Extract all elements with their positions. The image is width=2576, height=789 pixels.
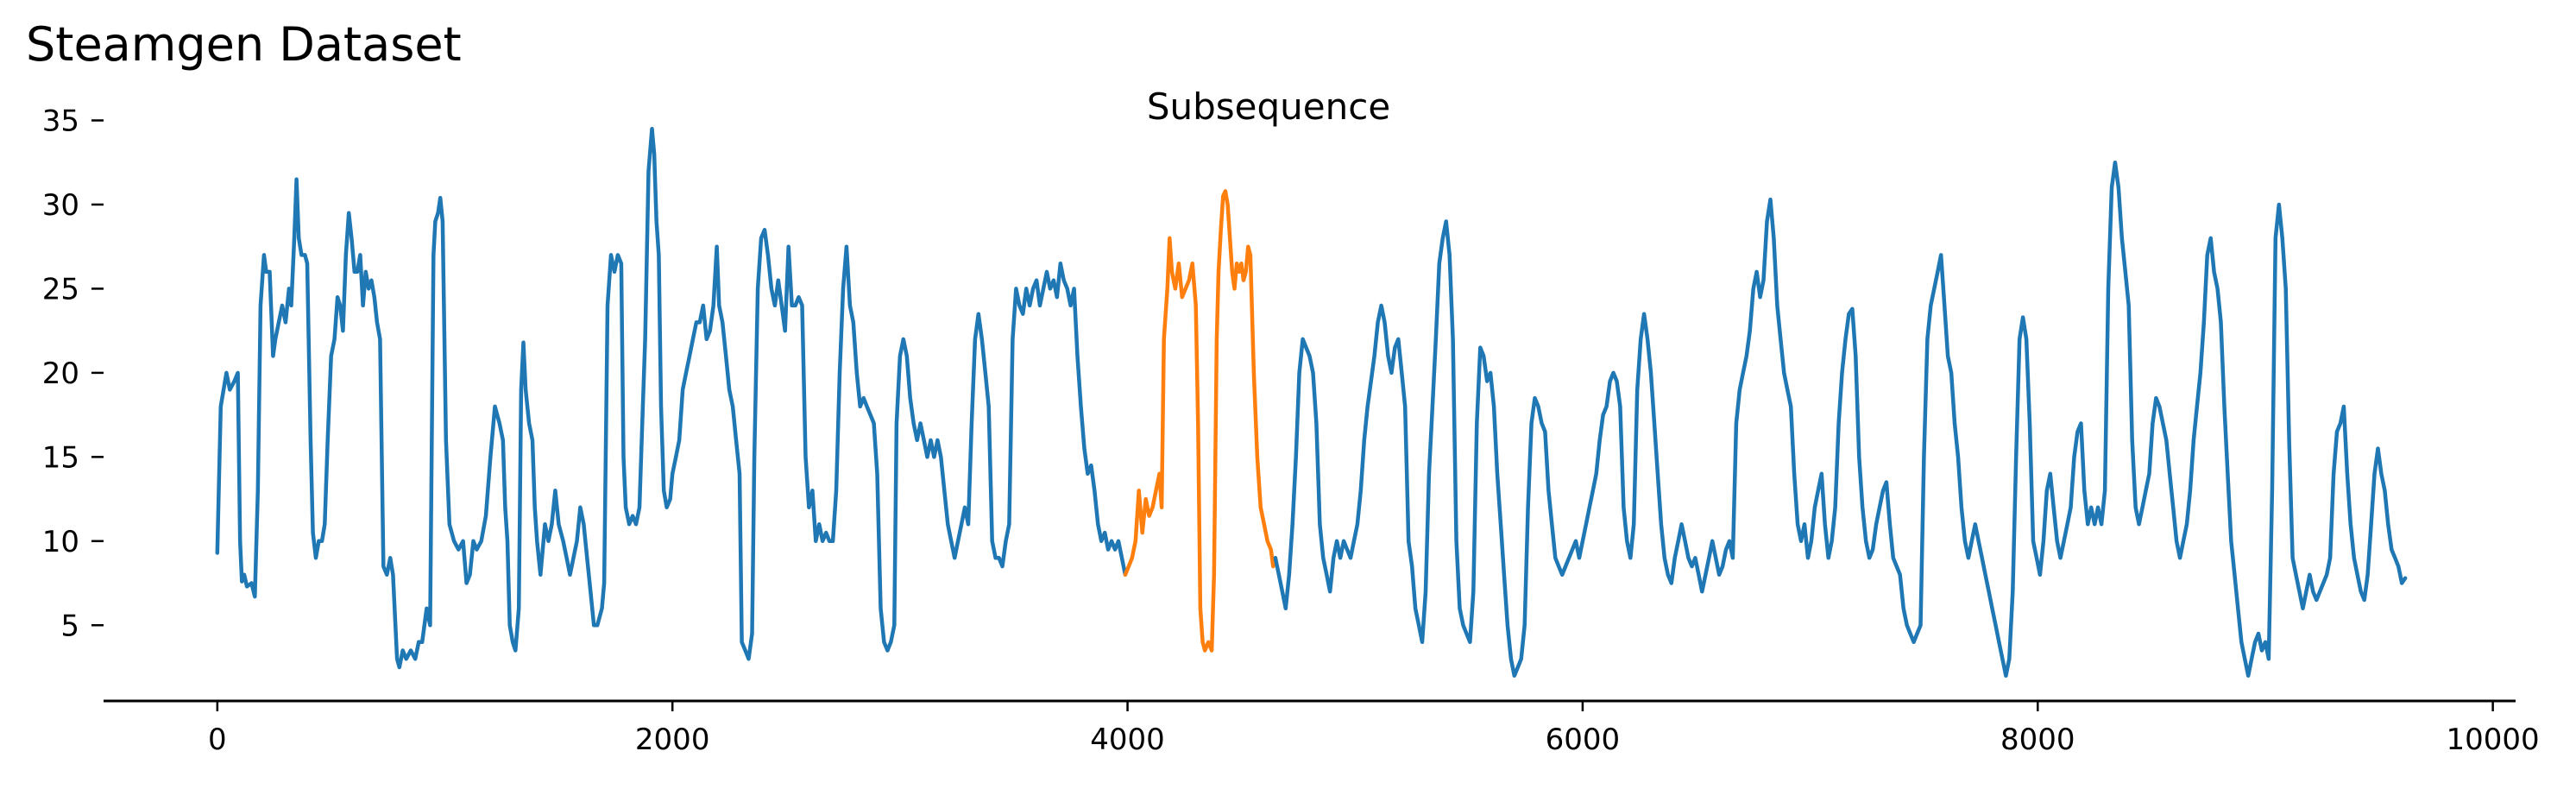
y-tick-label: 35	[42, 104, 79, 138]
series-line-after	[1273, 160, 2408, 679]
subsequence-line	[1123, 189, 1278, 653]
chart-subtitle: Subsequence	[1147, 85, 1390, 128]
x-tick-label: 2000	[635, 723, 710, 757]
y-tick-label: 30	[42, 188, 79, 223]
y-tick-label: 15	[42, 440, 79, 475]
x-tick-label: 0	[208, 723, 227, 757]
y-tick-label: 10	[42, 525, 79, 559]
axes-group: 0 2000 4000 6000 8000 10000 5 10 15 20 25 30 35	[42, 104, 2540, 757]
series-line-before	[215, 126, 1128, 670]
x-tick-label: 8000	[2000, 723, 2075, 757]
y-tick-label: 25	[42, 272, 79, 306]
x-tick-label: 6000	[1546, 723, 1621, 757]
chart-title: Steamgen Dataset	[26, 17, 462, 72]
x-tick-label: 4000	[1090, 723, 1165, 757]
series-lines	[215, 126, 2408, 679]
y-tick-label: 5	[60, 609, 79, 643]
x-tick-label: 10000	[2447, 723, 2540, 757]
y-tick-label: 20	[42, 357, 79, 391]
